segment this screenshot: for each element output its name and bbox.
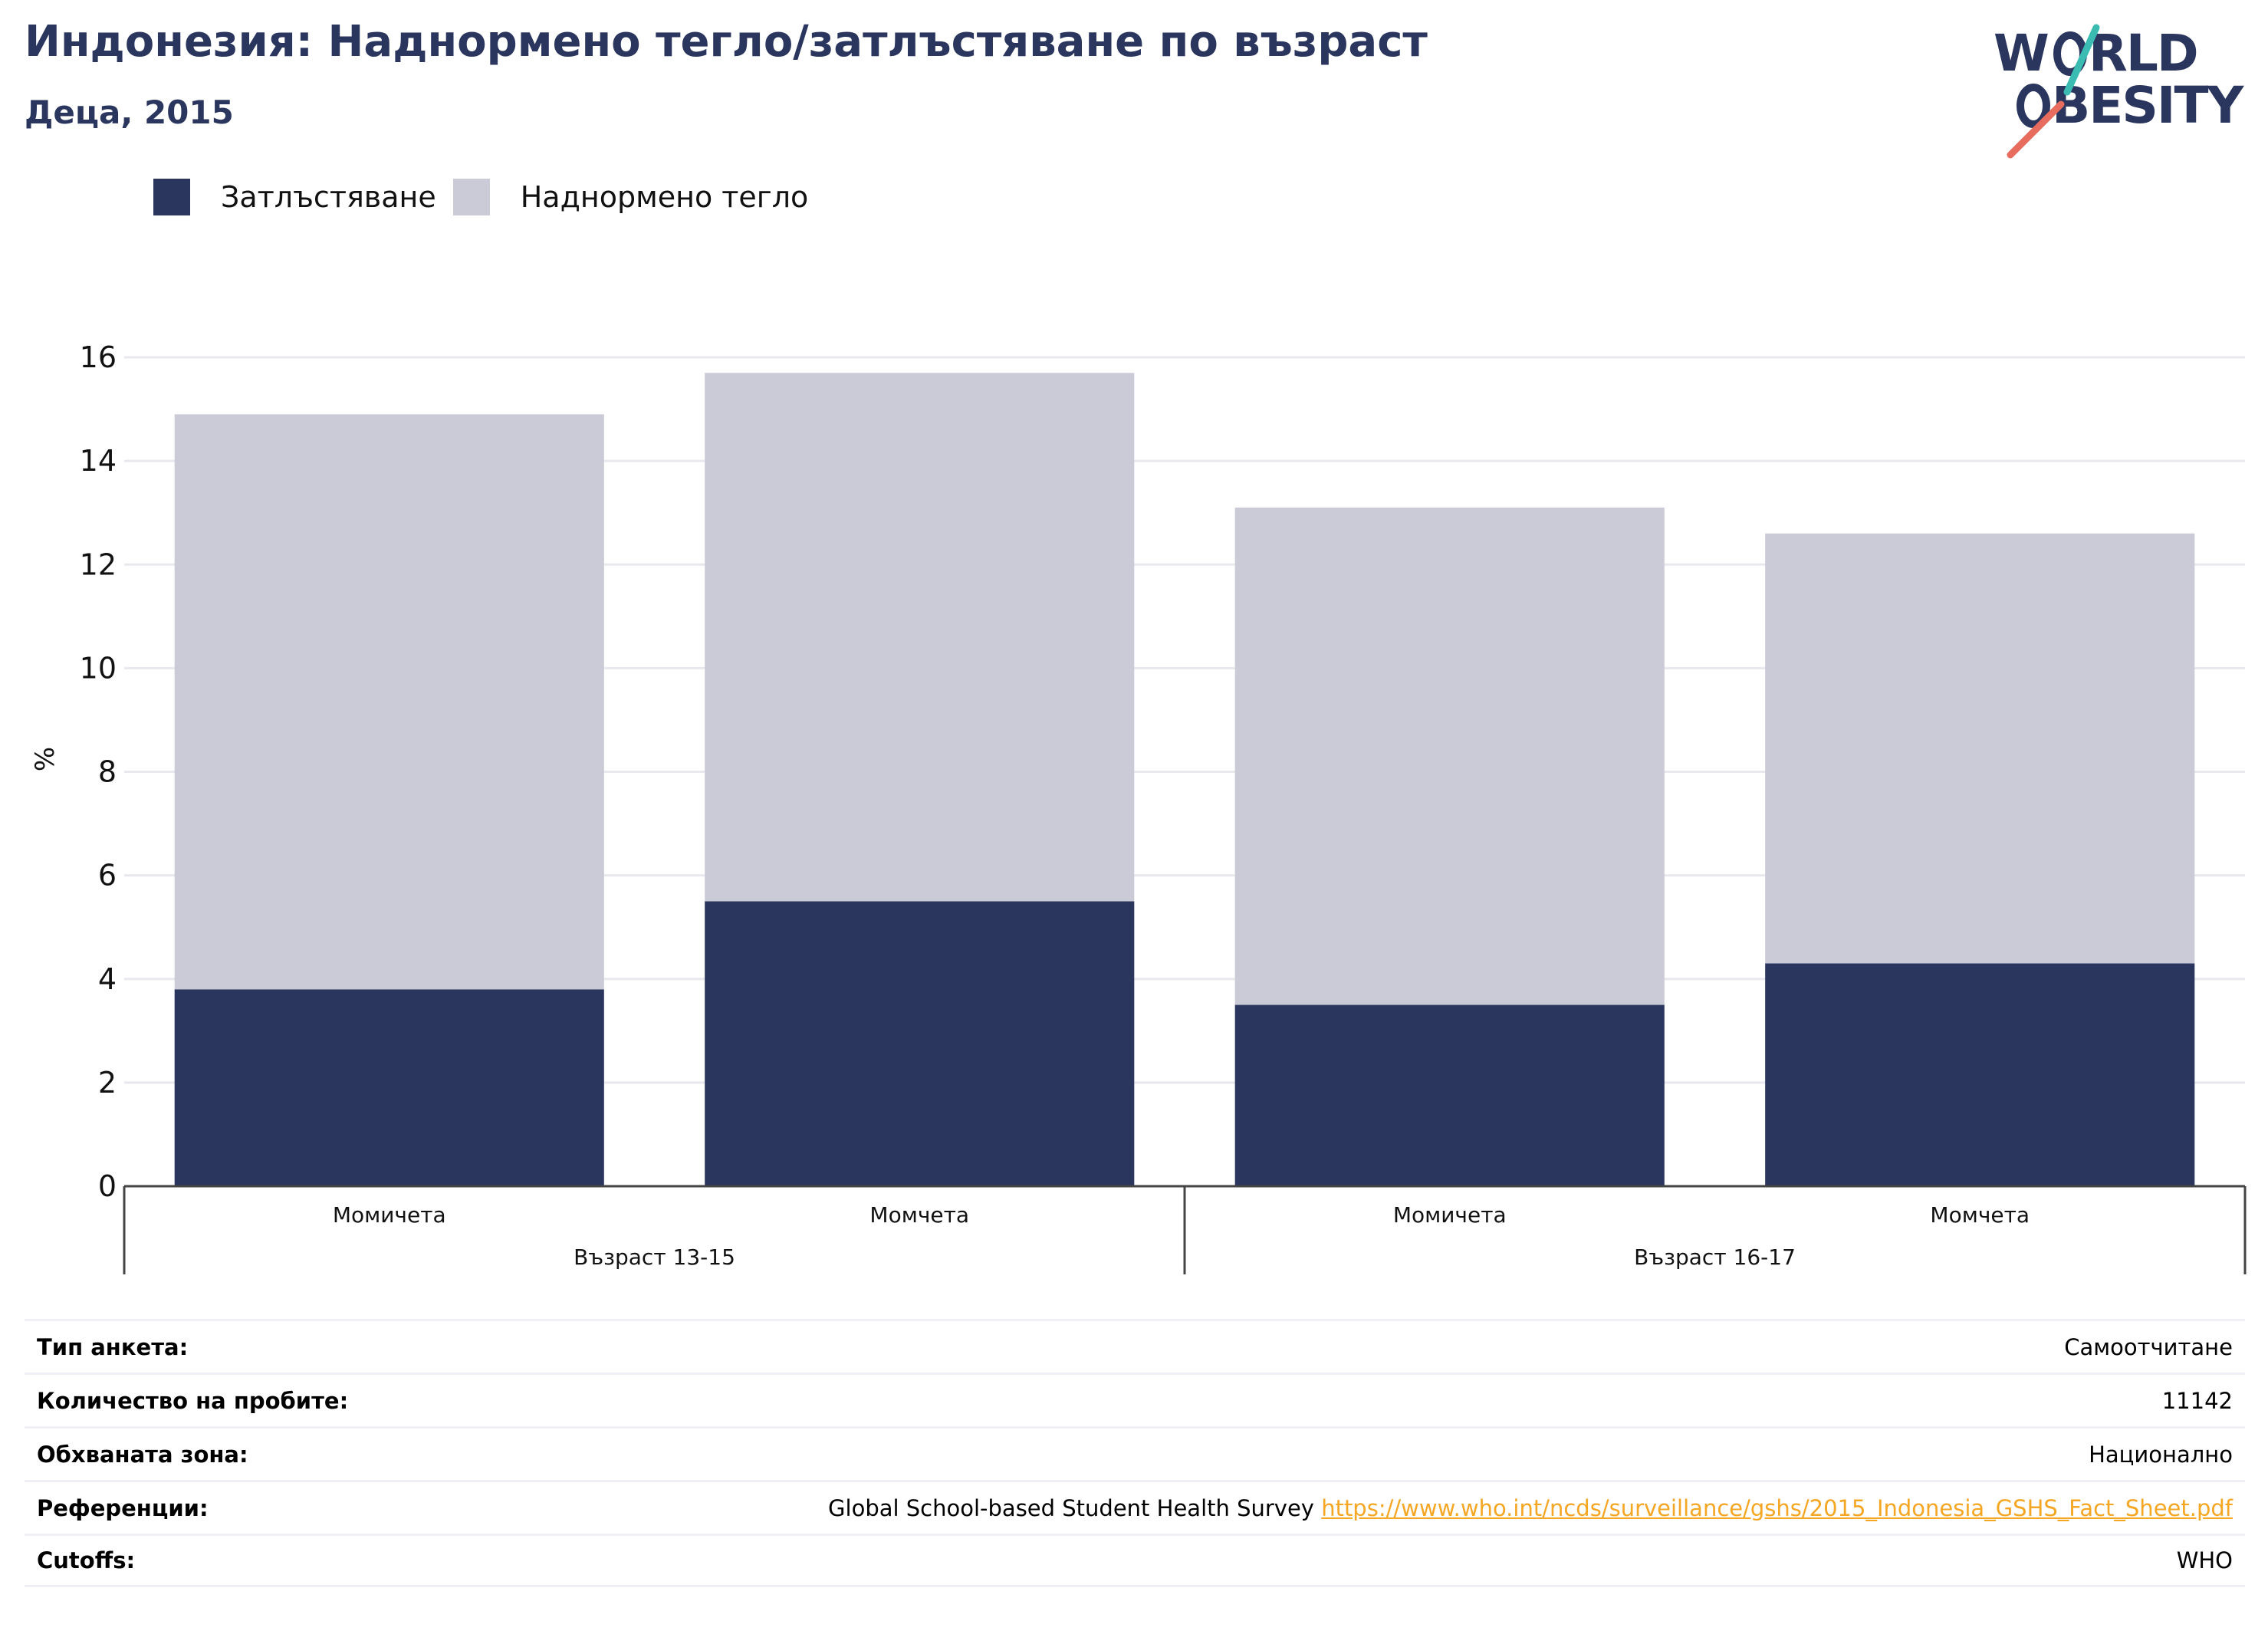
info-value: Национално [2089,1441,2233,1468]
info-row-survey-type: Тип анкета: Самоотчитане [25,1319,2245,1373]
legend-swatch-overweight [452,179,490,215]
svg-text:W: W [1994,24,2048,83]
y-tick-label: 6 [98,859,117,893]
y-axis-label: % [30,747,61,771]
info-label: Обхваната зона: [37,1441,248,1468]
survey-info-table: Тип анкета: Самоотчитане Количество на п… [25,1319,2245,1587]
bar-overweight [1765,533,2195,964]
x-tick-label: Момчета [869,1202,969,1228]
y-tick-label: 14 [80,444,117,478]
y-tick-label: 2 [98,1066,117,1100]
chart-title: Индонезия: Наднормено тегло/затлъстяване… [25,17,1428,67]
reference-link[interactable]: https://www.who.int/ncds/surveillance/gs… [1321,1494,2233,1521]
bar-overweight [1234,507,1665,1005]
y-tick-label: 10 [80,651,117,685]
info-row-sample-size: Количество на пробите: 11142 [25,1373,2245,1426]
info-label: Тип анкета: [37,1333,189,1360]
info-value: WHO [2176,1547,2233,1573]
bar-overweight [705,373,1135,902]
legend-swatch-obesity [153,179,190,215]
info-label: Количество на пробите: [37,1387,349,1414]
info-row-references: Референции: Global School-based Student … [25,1480,2245,1534]
y-tick-label: 0 [98,1169,117,1203]
y-tick-label: 12 [80,547,117,581]
info-label: Cutoffs: [37,1547,136,1573]
info-row-area-covered: Обхваната зона: Национално [25,1426,2245,1480]
bar-overweight [174,414,604,990]
svg-text:BESITY: BESITY [2052,76,2245,135]
legend-item-obesity[interactable]: Затлъстяване [153,179,436,215]
info-value-references: Global School-based Student Health Surve… [828,1495,2233,1521]
x-tick-label: Момчета [1930,1202,2030,1228]
world-obesity-logo: W RLD BESITY [1994,24,2247,159]
y-tick-label: 16 [80,340,117,374]
y-tick-label: 4 [98,962,117,996]
chart-legend: Затлъстяване Наднормено тегло [153,176,825,218]
bar-obesity [174,989,604,1186]
info-row-cutoffs: Cutoffs: WHO [25,1534,2245,1587]
svg-text:RLD: RLD [2089,24,2197,83]
group-label: Възраст 16-17 [1634,1244,1796,1270]
group-label: Възраст 13-15 [574,1244,735,1270]
x-tick-label: Момичета [1393,1202,1507,1228]
legend-item-overweight[interactable]: Наднормено тегло [452,179,809,215]
reference-source: Global School-based Student Health Surve… [828,1494,1314,1521]
legend-label-overweight: Наднормено тегло [520,180,809,214]
bar-chart: 0 2 4 6 8 10 12 14 16% Момичета Момчета Момичета Мом… [30,340,2247,1274]
legend-label-obesity: Затлъстяване [221,180,436,214]
bar-obesity [1234,1004,1665,1186]
y-tick-label: 8 [98,755,117,789]
chart-subtitle: Деца, 2015 [25,94,234,131]
bar-obesity [1765,963,2195,1186]
info-label: Референции: [37,1494,209,1521]
x-tick-label: Момичета [333,1202,446,1228]
info-value: 11142 [2161,1387,2233,1414]
bar-obesity [705,901,1135,1186]
info-value: Самоотчитане [2064,1333,2233,1360]
